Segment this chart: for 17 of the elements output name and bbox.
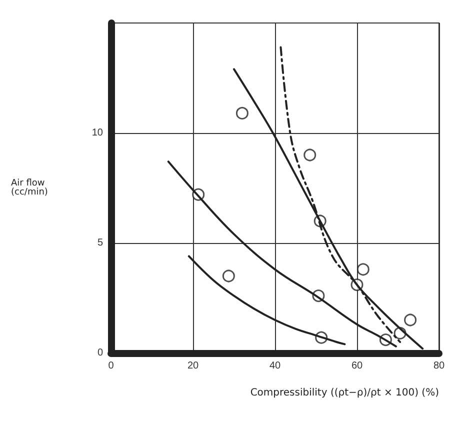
x-tick-label: 20: [187, 360, 199, 372]
point: [356, 263, 370, 276]
x-tick-label: 60: [351, 360, 363, 372]
y-tick-label: 5: [97, 238, 104, 248]
y-tick-label: 10: [92, 128, 104, 138]
point: [236, 106, 248, 120]
line-series: [188, 255, 346, 346]
y-tick-label: 0: [97, 348, 104, 358]
point: [404, 314, 417, 326]
x-tick-label: 80: [433, 360, 445, 372]
point: [304, 148, 316, 162]
x-axis-title: Compressibility ((ρt−ρ)/ρt × 100) (%): [250, 388, 440, 398]
x-tick-label: 40: [269, 360, 281, 372]
line-series: [167, 160, 397, 348]
y-axis-title: Air flow (cc/min): [11, 178, 48, 198]
point: [222, 270, 235, 282]
x-tick-label: 0: [108, 360, 114, 372]
